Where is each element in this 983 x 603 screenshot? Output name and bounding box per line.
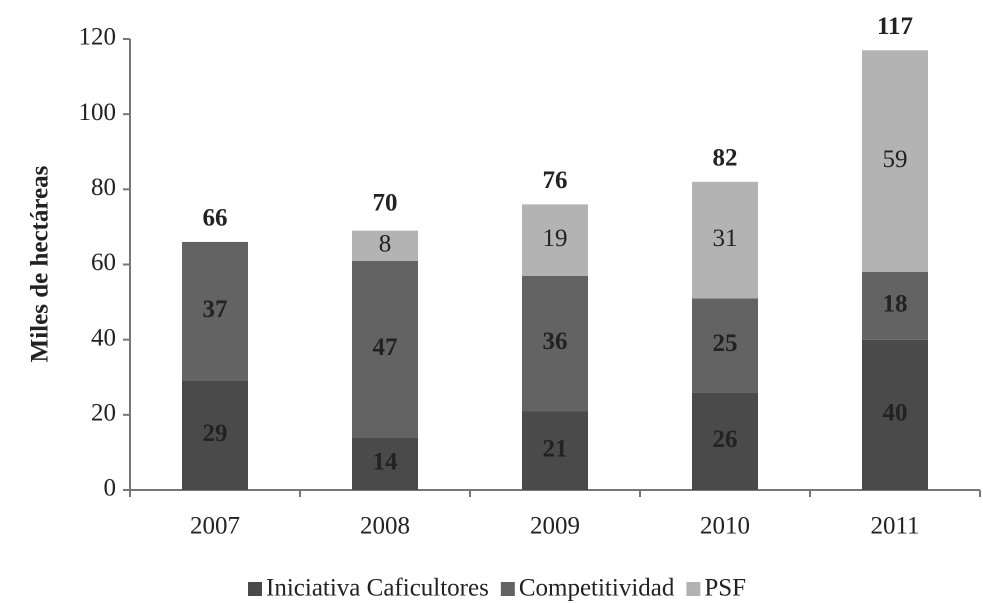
x-tick-label: 2009 (530, 513, 580, 540)
total-label: 117 (877, 13, 913, 40)
legend-swatch (248, 582, 262, 596)
y-tick-label: 20 (91, 400, 116, 427)
data-label: 18 (883, 291, 908, 318)
data-label: 59 (883, 146, 908, 173)
y-tick-label: 60 (91, 249, 116, 276)
legend-swatch (686, 582, 701, 596)
bar-segment (352, 437, 418, 490)
x-tick-label: 2010 (700, 513, 750, 540)
data-label: 40 (883, 400, 908, 427)
data-label: 14 (373, 448, 399, 475)
bar-segment (862, 272, 928, 340)
legend-label: Competitividad (519, 575, 675, 602)
data-label: 37 (203, 296, 228, 323)
y-axis-label: Miles de hectáreas (27, 165, 54, 362)
x-tick-label: 2011 (870, 513, 919, 540)
total-label: 66 (203, 205, 228, 232)
x-tick-label: 2008 (360, 513, 410, 540)
data-label: 19 (543, 225, 568, 252)
y-tick-label: 120 (79, 24, 117, 51)
bar-segment (692, 181, 758, 299)
bar-segment (692, 392, 758, 490)
data-label: 8 (379, 230, 392, 257)
bar-segment (522, 204, 588, 276)
y-tick-label: 0 (104, 475, 117, 502)
y-tick-label: 40 (91, 324, 116, 351)
legend-swatch (500, 582, 515, 596)
total-label: 70 (373, 190, 398, 217)
bar-segment (352, 260, 418, 438)
bar-segment (352, 230, 418, 261)
data-label: 29 (203, 420, 228, 447)
data-label: 25 (713, 330, 738, 357)
data-label: 26 (713, 426, 738, 453)
bar-segment (182, 241, 248, 382)
bar-segment (862, 339, 928, 490)
data-label: 21 (543, 435, 568, 462)
y-tick-label: 80 (91, 174, 116, 201)
bar-segment (522, 275, 588, 412)
data-label: 31 (713, 225, 738, 252)
y-tick-label: 100 (79, 99, 117, 126)
data-label: 47 (373, 334, 398, 361)
bar-segment (522, 411, 588, 490)
x-tick-label: 2007 (190, 513, 240, 540)
legend-label: PSF (704, 575, 746, 602)
bar-segment (182, 381, 248, 490)
total-label: 82 (713, 145, 738, 172)
bar-segment (862, 50, 928, 273)
bar-segment (692, 298, 758, 393)
legend-label: Iniciativa Caficultores (266, 575, 489, 602)
total-label: 76 (543, 167, 568, 194)
data-label: 36 (543, 328, 568, 355)
